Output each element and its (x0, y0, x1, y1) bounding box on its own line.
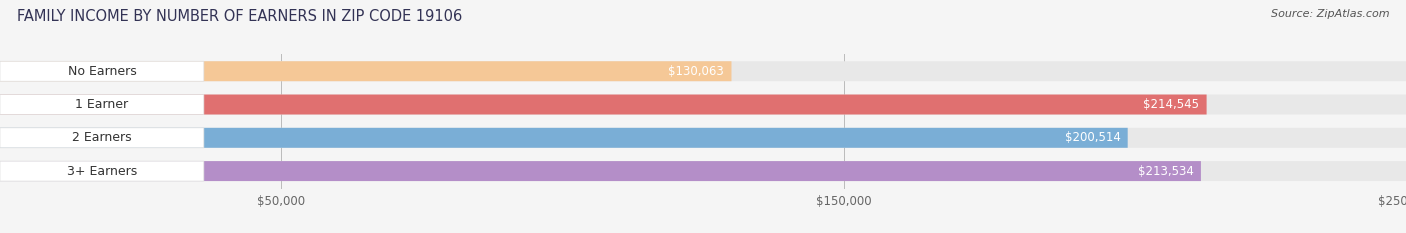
FancyBboxPatch shape (0, 95, 204, 114)
Text: Source: ZipAtlas.com: Source: ZipAtlas.com (1271, 9, 1389, 19)
FancyBboxPatch shape (0, 128, 204, 148)
FancyBboxPatch shape (0, 61, 204, 81)
FancyBboxPatch shape (0, 95, 1206, 114)
Text: $200,514: $200,514 (1064, 131, 1121, 144)
Text: FAMILY INCOME BY NUMBER OF EARNERS IN ZIP CODE 19106: FAMILY INCOME BY NUMBER OF EARNERS IN ZI… (17, 9, 463, 24)
Text: No Earners: No Earners (67, 65, 136, 78)
Text: 2 Earners: 2 Earners (72, 131, 132, 144)
FancyBboxPatch shape (0, 95, 1406, 114)
FancyBboxPatch shape (0, 161, 1201, 181)
Text: $213,534: $213,534 (1137, 164, 1194, 178)
FancyBboxPatch shape (0, 161, 204, 181)
FancyBboxPatch shape (0, 61, 1406, 81)
FancyBboxPatch shape (0, 128, 1128, 148)
FancyBboxPatch shape (0, 61, 731, 81)
Text: $214,545: $214,545 (1143, 98, 1199, 111)
FancyBboxPatch shape (0, 128, 1406, 148)
Text: 3+ Earners: 3+ Earners (67, 164, 136, 178)
Text: 1 Earner: 1 Earner (76, 98, 128, 111)
FancyBboxPatch shape (0, 161, 1406, 181)
Text: $130,063: $130,063 (668, 65, 724, 78)
